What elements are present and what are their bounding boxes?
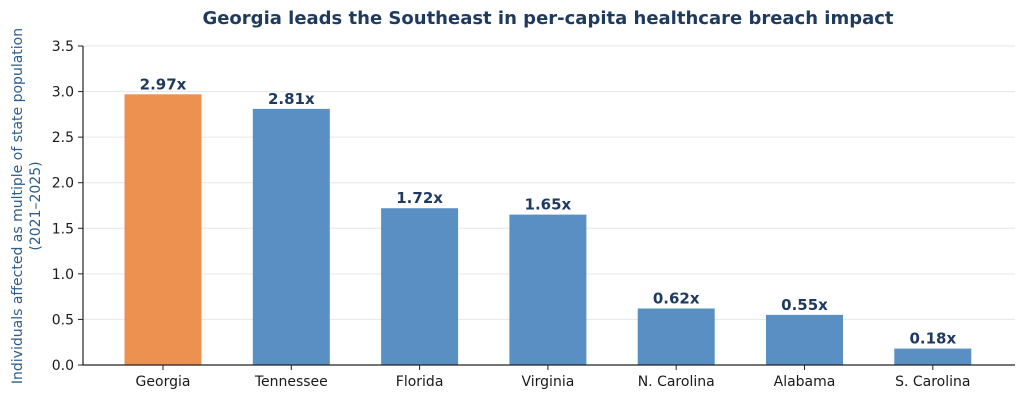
y-tick-label: 0.0 [52,358,74,374]
x-tick-label: Virginia [522,374,575,390]
data-label: 0.62x [653,289,700,307]
y-axis-label-line-2: (2021–2025) [28,161,44,250]
y-tick-label: 0.5 [52,312,74,328]
y-tick-label: 2.5 [52,130,74,146]
data-label: 1.72x [396,189,443,207]
y-tick-label: 2.0 [52,176,74,192]
data-label: 2.81x [268,90,315,108]
bar-s-carolina [894,348,972,365]
bar-virginia [509,214,587,365]
bar-alabama [766,314,843,365]
x-tick-label: Florida [396,374,444,390]
x-tick-label: N. Carolina [638,374,715,390]
bar-florida [381,208,459,365]
data-label: 2.97x [140,75,187,93]
bar-n-carolina [637,308,715,365]
y-tick-label: 3.5 [52,39,74,55]
bar-tennessee [252,108,330,365]
y-tick-label: 1.0 [52,267,74,283]
data-labels: 2.97x 2.81x 1.72x 1.65x 0.62x 0.55x 0.18x [140,75,957,347]
x-tick-label: Tennessee [254,374,328,390]
y-axis-label-line-1: Individuals affected as multiple of stat… [10,28,26,384]
bars [124,94,972,365]
x-tick-label: Alabama [774,374,836,390]
y-tick-label: 1.5 [52,221,74,237]
data-label: 0.18x [909,330,956,348]
chart-title: Georgia leads the Southeast in per-capit… [202,8,893,29]
data-label: 0.55x [781,296,828,314]
bar-georgia [124,94,202,365]
x-tick-label: Georgia [136,374,191,390]
x-tick-label: S. Carolina [895,374,970,390]
axes: 0.0 0.5 1.0 1.5 2.0 2.5 3.0 3.5 Georgia Tennessee… [52,39,1015,390]
y-tick-label: 3.0 [52,85,74,101]
y-axis-label: Individuals affected as multiple of stat… [10,28,44,384]
data-label: 1.65x [525,196,572,214]
